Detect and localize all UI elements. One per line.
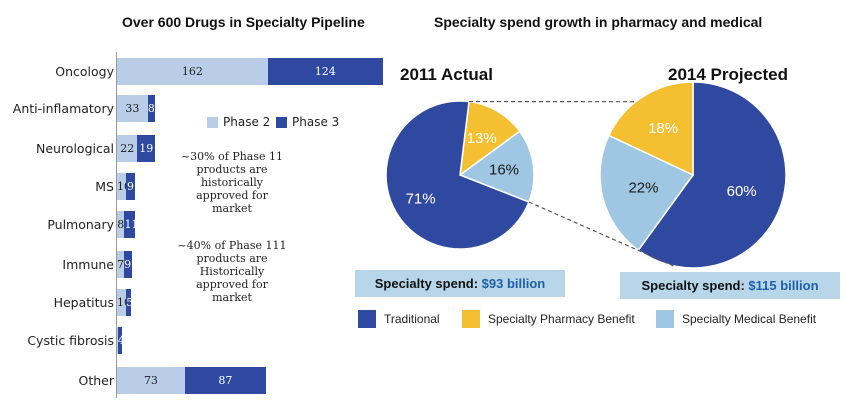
- bar-label-phase-2-other: 73: [143, 374, 158, 387]
- category-label-anti-inflamatory: Anti-inflamatory: [12, 101, 114, 116]
- note-phase2-approval: ~30% of Phase 11 products are historical…: [180, 150, 284, 215]
- bar-label-phase-2-anti-inflamatory: 33: [125, 102, 140, 115]
- bar-label-phase-3-ms: 9: [126, 180, 134, 193]
- bar-label-phase-3-cystic-fibrosis: 4: [117, 334, 125, 347]
- pie-section-title: Specialty spend growth in pharmacy and m…: [434, 14, 763, 30]
- bar-label-phase-2-immune: 7: [117, 258, 124, 271]
- pie-legend-medical: Specialty Medical Benefit: [656, 310, 816, 328]
- bar-phase-2-anti-inflamatory: [117, 95, 148, 122]
- bar-phase-2-pulmonary: [117, 211, 125, 238]
- bar-phase-2-neurological: [117, 135, 138, 162]
- bar-phase-3-other: [184, 367, 266, 394]
- bar-phase-2-immune: [117, 251, 124, 278]
- note-phase3-approval: ~40% of Phase 111 products are Historica…: [177, 239, 287, 304]
- legend-phase3-swatch: [276, 116, 287, 128]
- category-label-immune: Immune: [62, 257, 114, 272]
- category-label-neurological: Neurological: [35, 141, 114, 156]
- bar-chart-title: Over 600 Drugs in Specialty Pipeline: [122, 14, 365, 30]
- legend-phase2-swatch: [207, 116, 218, 128]
- category-label-ms: MS: [95, 179, 114, 194]
- spend-label-2014: Specialty spend:: [641, 278, 745, 293]
- pie-legend-traditional-label: Traditional: [384, 312, 440, 326]
- bar-label-phase-2-neurological: 22: [120, 142, 135, 155]
- pie-2011-slice-traditional: [385, 100, 530, 250]
- pie-legend-pharmacy-label: Specialty Pharmacy Benefit: [488, 312, 635, 326]
- bar-phase-3-immune: [123, 251, 132, 278]
- category-label-pulmonary: Pulmonary: [47, 217, 114, 232]
- pie-2011-slice-medical: [458, 130, 535, 203]
- bar-phase-2-oncology: [117, 58, 268, 85]
- bar-phase-3-pulmonary: [124, 211, 135, 238]
- legend-phase2: Phase 2: [207, 115, 270, 129]
- bar-phase-2-other: [117, 367, 185, 394]
- bar-phase-2-cystic-fibrosis: [117, 327, 118, 354]
- pie-2011-label-traditional: 71%: [406, 190, 436, 207]
- pie-2014-slice-pharmacy: [607, 81, 694, 177]
- spend-box-2014: Specialty spend: $115 billion: [620, 272, 840, 299]
- pie-2014-title: 2014 Projected: [668, 65, 789, 84]
- pie-2014-slice-traditional: [637, 81, 787, 269]
- spend-box-2011: Specialty spend: $93 billion: [355, 270, 565, 297]
- legend-phase3-label: Phase 3: [292, 115, 340, 129]
- pie-2011-label-medical: 16%: [489, 161, 519, 178]
- bar-label-phase-2-oncology: 162: [181, 65, 203, 78]
- bar-label-phase-3-pulmonary: 11: [124, 218, 139, 231]
- pie-legend-traditional-swatch: [358, 310, 376, 328]
- pie-2014-label-medical: 22%: [628, 180, 658, 197]
- spend-label-2011: Specialty spend:: [374, 276, 479, 291]
- pie-2014-label-pharmacy: 18%: [648, 120, 678, 137]
- spend-value-2014: $115 billion: [748, 278, 819, 293]
- bar-label-phase-3-anti-inflamatory: 8: [147, 102, 155, 115]
- bar-phase-3-ms: [126, 173, 135, 200]
- bar-phase-3-oncology: [267, 58, 383, 85]
- pie-legend-pharmacy: Specialty Pharmacy Benefit: [462, 310, 635, 328]
- pie-legend-pharmacy-swatch: [462, 310, 480, 328]
- pie-2011-label-pharmacy: 13%: [467, 130, 497, 147]
- bar-label-phase-3-immune: 9: [124, 258, 132, 271]
- bar-phase-3-hepatitus: [126, 289, 131, 316]
- pie-legend-medical-swatch: [656, 310, 674, 328]
- pie-2011-title: 2011 Actual: [400, 65, 493, 84]
- category-label-other: Other: [78, 373, 115, 388]
- bar-phase-2-ms: [117, 173, 127, 200]
- bar-label-phase-3-hepatitus: 5: [126, 296, 134, 309]
- bar-label-phase-3-oncology: 124: [314, 65, 336, 78]
- bar-phase-3-anti-inflamatory: [147, 95, 156, 122]
- category-label-cystic-fibrosis: Cystic fibrosis: [27, 333, 114, 348]
- bar-label-phase-3-neurological: 19: [139, 142, 154, 155]
- bar-phase-2-hepatitus: [117, 289, 127, 316]
- category-label-hepatitus: Hepatitus: [53, 295, 114, 310]
- connector-line-bottom: [528, 201, 674, 267]
- bar-chart-axis: [116, 52, 117, 398]
- bar-phase-3-cystic-fibrosis: [117, 327, 122, 354]
- pie-legend-traditional: Traditional: [358, 310, 440, 328]
- bar-label-phase-2-pulmonary: 8: [117, 218, 125, 231]
- bar-phase-3-neurological: [137, 135, 156, 162]
- legend-phase3: Phase 3: [276, 115, 339, 129]
- bar-label-phase-3-other: 87: [218, 374, 233, 387]
- pie-2014-label-traditional: 60%: [727, 183, 757, 200]
- category-label-oncology: Oncology: [55, 64, 114, 79]
- legend-phase2-label: Phase 2: [223, 115, 271, 129]
- spend-value-2011: $93 billion: [481, 276, 546, 291]
- pie-legend-medical-label: Specialty Medical Benefit: [682, 312, 817, 326]
